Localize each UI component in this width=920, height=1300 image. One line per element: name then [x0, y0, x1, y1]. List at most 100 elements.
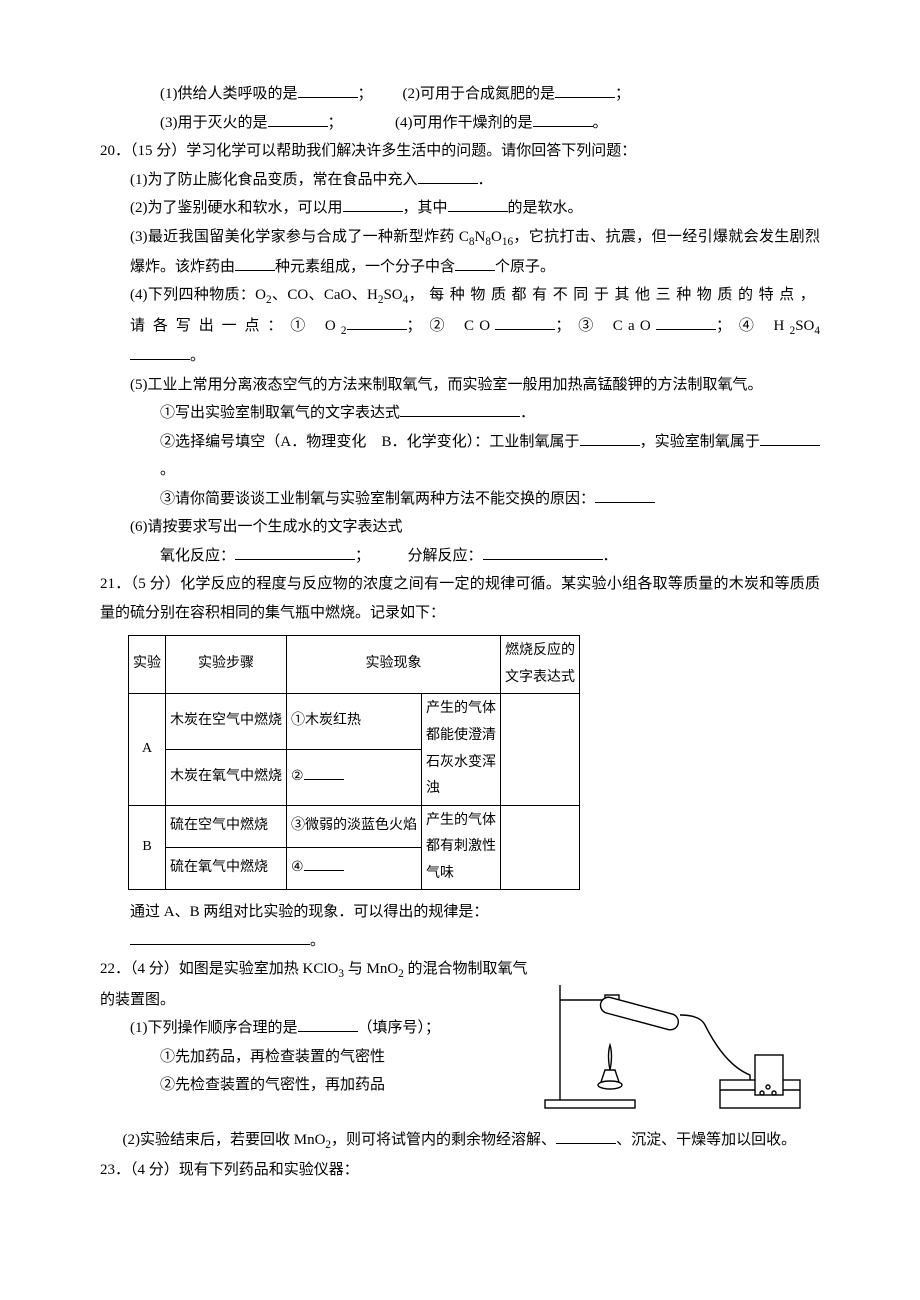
table-header-row: 实验 实验步骤 实验现象 燃烧反应的 文字表达式: [129, 636, 580, 694]
cell: 产生的气体都有刺激性气味: [422, 805, 501, 890]
q22-figure: [530, 955, 820, 1126]
semicolon: ；: [328, 115, 343, 131]
blank[interactable]: [304, 765, 344, 780]
q22-p2: (2)实验结束后，若要回收 MnO2，则可将试管内的剩余物经溶解、、沉淀、干燥等…: [100, 1126, 820, 1156]
q19-sub-row-1: (1)供给人类呼吸的是； (2)可用于合成氮肥的是；: [100, 80, 820, 109]
col-phenom: 实验现象: [287, 636, 501, 694]
q20-p5: (5)工业上常用分离液态空气的方法来制取氧气，而实验室一般用加热高锰酸钾的方法制…: [100, 371, 820, 400]
t: ④: [291, 860, 304, 875]
blank[interactable]: [343, 196, 403, 212]
t: (3)最近我国留美化学家参与合成了一种新型炸药 C: [130, 229, 469, 245]
period: ．: [603, 548, 618, 564]
q19-sub3: (3)用于灭火的是: [160, 115, 268, 131]
cell: 硫在空气中燃烧: [166, 805, 287, 847]
blank[interactable]: [656, 314, 716, 330]
t: ②选择编号填空（A．物理变化 B．化学变化）：工业制氧属于: [160, 434, 580, 450]
blank[interactable]: [760, 430, 820, 446]
q23-number: 23．（4 分）: [100, 1162, 179, 1178]
blank[interactable]: [533, 111, 593, 127]
col-step: 实验步骤: [166, 636, 287, 694]
blank[interactable]: [483, 544, 603, 560]
q21-conclusion-blank: 。: [100, 927, 820, 956]
cell: ②: [287, 750, 422, 806]
period: ．: [520, 405, 535, 421]
t: 通过 A、B 两组对比实验的现象．可以得出的规律是：: [130, 904, 488, 920]
q20-p5-2: ②选择编号填空（A．物理变化 B．化学变化）：工业制氧属于，实验室制氧属于。: [100, 428, 820, 485]
blank[interactable]: [595, 487, 655, 503]
blank[interactable]: [347, 314, 407, 330]
q22-p1-1: ①先加药品，再检查装置的气密性: [100, 1043, 530, 1072]
cell: 木炭在氧气中燃烧: [166, 750, 287, 806]
t: 与 MnO: [344, 961, 398, 977]
t: ，则可将试管内的剩余物经溶解、: [331, 1132, 556, 1148]
apparatus-diagram-icon: [540, 955, 810, 1115]
q19-sub1: (1)供给人类呼吸的是: [160, 86, 298, 102]
blank-cell[interactable]: [501, 694, 580, 805]
t: 如图是实验室加热 KClO: [179, 961, 339, 977]
t: (1)下列操作顺序合理的是: [130, 1020, 298, 1036]
blank[interactable]: [495, 314, 555, 330]
blank[interactable]: [400, 401, 520, 417]
q19-sub2: (2)可用于合成氮肥的是: [403, 86, 556, 102]
q20-stem: 学习化学可以帮助我们解决许多生活中的问题。请你回答下列问题：: [186, 143, 636, 159]
q20-p5-3: ③请你简要谈谈工业制氧与实验室制氧两种方法不能交换的原因：: [100, 485, 820, 514]
blank[interactable]: [555, 82, 615, 98]
t: ； 分解反应：: [355, 548, 483, 564]
blank[interactable]: [304, 856, 344, 871]
blank-cell[interactable]: [501, 805, 580, 890]
t: 、沉淀、干燥等加以回收。: [616, 1132, 796, 1148]
q20-p2b: ，其中: [403, 200, 448, 216]
blank[interactable]: [298, 82, 358, 98]
t: SO: [795, 318, 814, 334]
semicolon: ；: [358, 86, 373, 102]
q20-p2a: (2)为了鉴别硬水和软水，可以用: [130, 200, 343, 216]
sub: 16: [502, 236, 513, 248]
blank[interactable]: [448, 196, 508, 212]
table-row: B 硫在空气中燃烧 ③微弱的淡蓝色火焰 产生的气体都有刺激性气味: [129, 805, 580, 847]
t: 个原子。: [495, 259, 555, 275]
q20-p6: (6)请按要求写出一个生成水的文字表达式: [100, 513, 820, 542]
q22-number: 22．（4 分）: [100, 961, 179, 977]
q20-p2: (2)为了鉴别硬水和软水，可以用 ，其中 的是软水。: [100, 194, 820, 223]
q22-p1-2: ②先检查装置的气密性，再加药品: [100, 1071, 530, 1100]
t: N: [475, 229, 486, 245]
q20-p2c: 的是软水。: [508, 200, 583, 216]
t: ；② CO: [407, 318, 496, 334]
cell-B: B: [129, 805, 166, 890]
t: ②: [291, 769, 304, 784]
cell: 产生的气体都能使澄清石灰水变浑浊: [422, 694, 501, 805]
t: ；④ H: [716, 318, 790, 334]
t: ③请你简要谈谈工业制氧与实验室制氧两种方法不能交换的原因：: [160, 491, 595, 507]
cell: 硫在氧气中燃烧: [166, 848, 287, 890]
period: ．: [478, 172, 493, 188]
blank[interactable]: [580, 430, 640, 446]
cell: ③微弱的淡蓝色火焰: [287, 805, 422, 847]
blank[interactable]: [556, 1128, 616, 1144]
cell: ①木炭红热: [287, 694, 422, 750]
blank[interactable]: [418, 168, 478, 184]
q20-p3: (3)最近我国留美化学家参与合成了一种新型炸药 C8N8O16，它抗打击、抗震，…: [100, 223, 820, 282]
cell-A: A: [129, 694, 166, 805]
col-eqn: 燃烧反应的 文字表达式: [501, 636, 580, 694]
blank[interactable]: [298, 1016, 358, 1032]
blank[interactable]: [235, 255, 275, 271]
period: 。: [310, 933, 325, 949]
blank[interactable]: [455, 255, 495, 271]
t: 氧化反应：: [160, 548, 235, 564]
q23: 23．（4 分）现有下列药品和实验仪器：: [100, 1156, 820, 1185]
cell: ④: [287, 848, 422, 890]
period: 。: [160, 462, 175, 478]
t: ①写出实验室制取氧气的文字表达式: [160, 405, 400, 421]
t: （填序号）；: [358, 1020, 441, 1036]
t: 。: [190, 348, 205, 364]
q19-sub4: (4)可用作干燥剂的是: [395, 115, 533, 131]
t: 种元素组成，一个分子中含: [275, 259, 455, 275]
q22-row: 22．（4 分）如图是实验室加热 KClO3 与 MnO2 的混合物制取氧气的装…: [100, 955, 820, 1126]
blank[interactable]: [130, 929, 310, 945]
col-exp: 实验: [129, 636, 166, 694]
blank[interactable]: [268, 111, 328, 127]
blank[interactable]: [235, 544, 355, 560]
blank[interactable]: [130, 344, 190, 360]
q20-p5-1: ①写出实验室制取氧气的文字表达式 ．: [100, 399, 820, 428]
period: 。: [593, 115, 608, 131]
